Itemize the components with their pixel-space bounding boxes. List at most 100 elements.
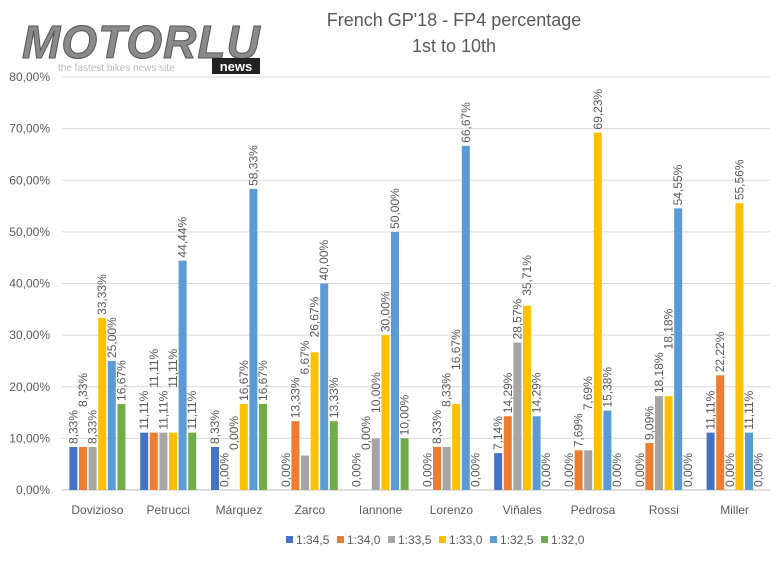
data-label: 54,55% xyxy=(671,164,685,205)
chart-title: French GP'18 - FP4 percentage xyxy=(327,10,582,30)
data-label: 0,00% xyxy=(681,453,695,487)
y-tick-label: 70,00% xyxy=(9,122,50,136)
bar xyxy=(310,352,319,490)
bar xyxy=(603,410,612,490)
data-label: 8,33% xyxy=(208,410,222,444)
bar xyxy=(645,443,654,490)
data-label: 16,67% xyxy=(449,329,463,370)
bar xyxy=(391,231,399,490)
data-label: 22,22% xyxy=(713,331,727,372)
bar xyxy=(178,260,187,490)
x-tick-label: Márquez xyxy=(216,503,263,517)
data-label: 11,11% xyxy=(137,390,151,429)
legend-swatch xyxy=(439,536,446,543)
bar xyxy=(211,446,219,490)
data-label: 0,00% xyxy=(723,453,737,487)
data-label: 16,67% xyxy=(237,360,251,401)
x-tick-label: Lorenzo xyxy=(430,503,474,517)
data-label: 13,33% xyxy=(288,377,302,418)
data-label: 33,33% xyxy=(95,274,109,315)
bar xyxy=(169,432,177,490)
y-tick-label: 60,00% xyxy=(9,173,50,187)
bar xyxy=(239,403,248,490)
data-label: 8,33% xyxy=(66,410,80,444)
logo-badge-bg xyxy=(212,58,260,74)
data-label: 0,00% xyxy=(562,453,576,487)
data-label: 58,33% xyxy=(246,145,260,186)
data-label: 8,33% xyxy=(86,410,100,444)
bar xyxy=(320,283,329,490)
data-label: 0,00% xyxy=(218,453,232,487)
bar xyxy=(532,416,541,490)
data-label: 28,57% xyxy=(510,298,524,339)
data-label: 14,29% xyxy=(501,372,515,413)
data-label: 7,69% xyxy=(572,413,586,447)
bar xyxy=(655,396,663,490)
data-label: 0,00% xyxy=(350,453,364,487)
bar xyxy=(79,446,87,490)
data-label: 0,00% xyxy=(279,453,293,487)
bar xyxy=(291,421,300,490)
data-label: 14,29% xyxy=(530,372,544,413)
data-label: 0,00% xyxy=(752,453,766,487)
data-label: 11,11% xyxy=(742,390,756,429)
legend-label: 1:34,0 xyxy=(347,533,381,547)
data-label: 8,33% xyxy=(430,410,444,444)
bar xyxy=(452,403,461,490)
data-label: 9,09% xyxy=(642,406,656,440)
data-label: 11,11% xyxy=(156,390,170,429)
data-label: 50,00% xyxy=(388,188,402,229)
bar xyxy=(149,432,158,490)
bar xyxy=(400,438,409,490)
bar xyxy=(523,305,531,490)
legend-label: 1:33,0 xyxy=(449,533,483,547)
bar xyxy=(381,335,390,490)
data-label: 10,00% xyxy=(398,394,412,435)
bar xyxy=(745,432,753,490)
data-label: 11,11% xyxy=(185,390,199,429)
legend-swatch xyxy=(388,536,395,543)
data-label: 16,67% xyxy=(256,360,270,401)
x-tick-label: Zarco xyxy=(294,503,325,517)
bar xyxy=(188,432,197,490)
bar xyxy=(716,375,725,490)
legend-label: 1:33,5 xyxy=(398,533,432,547)
y-tick-label: 0,00% xyxy=(16,483,50,497)
legend-swatch xyxy=(490,536,497,543)
data-label: 18,18% xyxy=(662,308,676,349)
bar xyxy=(735,203,744,490)
data-label: 10,00% xyxy=(369,372,383,413)
bar xyxy=(584,450,593,490)
data-label: 11,11% xyxy=(147,348,161,387)
data-label: 16,67% xyxy=(114,360,128,401)
data-label: 26,67% xyxy=(308,296,322,337)
bar xyxy=(98,317,107,490)
bar xyxy=(117,403,126,490)
bar xyxy=(371,438,380,490)
data-label: 8,33% xyxy=(76,373,90,407)
data-label: 0,00% xyxy=(468,453,482,487)
bar xyxy=(706,432,715,490)
legend-swatch xyxy=(541,536,548,543)
data-label: 55,56% xyxy=(732,159,746,200)
data-label: 6,67% xyxy=(298,340,312,374)
chart-subtitle: 1st to 10th xyxy=(412,36,496,56)
y-tick-label: 10,00% xyxy=(9,431,50,445)
bar xyxy=(159,432,168,490)
data-label: 8,33% xyxy=(440,373,454,407)
bar xyxy=(503,416,512,490)
legend-label: 1:32,0 xyxy=(551,533,585,547)
x-tick-label: Pedrosa xyxy=(571,503,616,517)
bar xyxy=(664,396,673,490)
legend-label: 1:32,5 xyxy=(500,533,534,547)
data-label: 13,33% xyxy=(327,377,341,418)
y-tick-label: 30,00% xyxy=(9,328,50,342)
data-label: 18,18% xyxy=(652,352,666,393)
bar xyxy=(461,145,470,490)
data-label: 30,00% xyxy=(378,291,392,332)
x-tick-label: Viñales xyxy=(503,503,542,517)
bar xyxy=(494,453,503,490)
bar xyxy=(574,450,583,490)
data-label: 15,38% xyxy=(600,367,614,408)
data-label: 0,00% xyxy=(227,416,241,450)
